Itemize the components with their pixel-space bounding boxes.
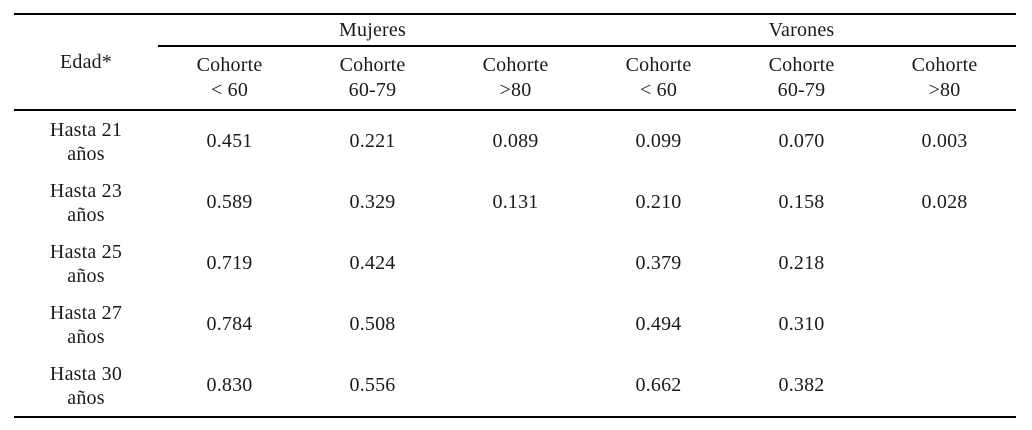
table-cell xyxy=(444,355,587,417)
table-cell: 0.158 xyxy=(778,191,825,213)
row-label: Hasta 23 años xyxy=(49,179,123,226)
table-cell: 0.028 xyxy=(921,191,968,213)
table-cell: 0.508 xyxy=(349,313,396,335)
table-cell: 0.424 xyxy=(349,252,396,274)
table-cell: 0.329 xyxy=(349,191,396,213)
table-cell: 0.494 xyxy=(635,313,682,335)
table-cell: 0.218 xyxy=(778,252,825,274)
col-header-line1: Cohorte xyxy=(911,54,978,76)
col-header-line2: >80 xyxy=(499,79,532,101)
edad-column-header: Edad* xyxy=(14,14,158,111)
table-cell xyxy=(444,233,587,294)
col-header-mujeres-gt80: Cohorte >80 xyxy=(444,46,587,111)
table-cell: 0.221 xyxy=(349,130,396,152)
col-header-line2: < 60 xyxy=(210,79,249,101)
col-header-line1: Cohorte xyxy=(768,54,835,76)
table-cell xyxy=(873,233,1016,294)
row-label: Hasta 25 años xyxy=(49,240,123,287)
table-cell xyxy=(873,294,1016,355)
table-cell: 0.070 xyxy=(778,130,825,152)
col-header-line2: 60-79 xyxy=(348,79,397,101)
row-label: Hasta 27 años xyxy=(49,301,123,348)
table-cell: 0.131 xyxy=(492,191,539,213)
table-cell xyxy=(873,355,1016,417)
group-header-mujeres: Mujeres xyxy=(158,14,587,47)
col-header-mujeres-lt60: Cohorte < 60 xyxy=(158,46,301,111)
table-cell: 0.451 xyxy=(206,130,253,152)
table-cell: 0.099 xyxy=(635,130,682,152)
sub-header-row: Cohorte < 60 Cohorte 60-79 Cohorte >80 C… xyxy=(14,46,1017,111)
col-header-line1: Cohorte xyxy=(196,54,263,76)
table-row-hasta-23: Hasta 23 años 0.589 0.329 0.131 0.210 0.… xyxy=(14,172,1016,233)
table-row-hasta-27: Hasta 27 años 0.784 0.508 0.494 0.310 xyxy=(14,294,1016,355)
col-header-line2: 60-79 xyxy=(777,79,826,101)
group-header-row: Edad* Mujeres Varones xyxy=(14,14,1017,111)
col-header-line2: >80 xyxy=(928,79,961,101)
table-cell: 0.719 xyxy=(206,252,253,274)
row-label: Hasta 30 años xyxy=(49,362,123,409)
table-cell: 0.382 xyxy=(778,374,825,396)
col-header-line1: Cohorte xyxy=(625,54,692,76)
col-header-varones-gt80: Cohorte >80 xyxy=(873,46,1017,111)
col-header-mujeres-60-79: Cohorte 60-79 xyxy=(301,46,444,111)
table-row-hasta-30: Hasta 30 años 0.830 0.556 0.662 0.382 xyxy=(14,355,1016,417)
table-cell: 0.589 xyxy=(206,191,253,213)
table-cell: 0.784 xyxy=(206,313,253,335)
table-cell: 0.089 xyxy=(492,130,539,152)
table-container: Edad* Mujeres Varones Cohorte < 60 Cohor… xyxy=(14,13,1017,418)
col-header-varones-lt60: Cohorte < 60 xyxy=(587,46,730,111)
row-label: Hasta 21 años xyxy=(49,118,123,165)
col-header-line1: Cohorte xyxy=(482,54,549,76)
table-cell xyxy=(444,294,587,355)
table-cell: 0.379 xyxy=(635,252,682,274)
table-row-hasta-21: Hasta 21 años 0.451 0.221 0.089 0.099 0.… xyxy=(14,110,1016,172)
table-cell: 0.210 xyxy=(635,191,682,213)
col-header-line2: < 60 xyxy=(639,79,678,101)
table-cell: 0.556 xyxy=(349,374,396,396)
table-cell: 0.830 xyxy=(206,374,253,396)
col-header-line1: Cohorte xyxy=(339,54,406,76)
table-cell: 0.310 xyxy=(778,313,825,335)
table-cell: 0.662 xyxy=(635,374,682,396)
cohort-probability-table: Edad* Mujeres Varones Cohorte < 60 Cohor… xyxy=(14,13,1017,418)
group-header-varones: Varones xyxy=(587,14,1017,47)
table-cell: 0.003 xyxy=(921,130,968,152)
table-row-hasta-25: Hasta 25 años 0.719 0.424 0.379 0.218 xyxy=(14,233,1016,294)
col-header-varones-60-79: Cohorte 60-79 xyxy=(730,46,873,111)
